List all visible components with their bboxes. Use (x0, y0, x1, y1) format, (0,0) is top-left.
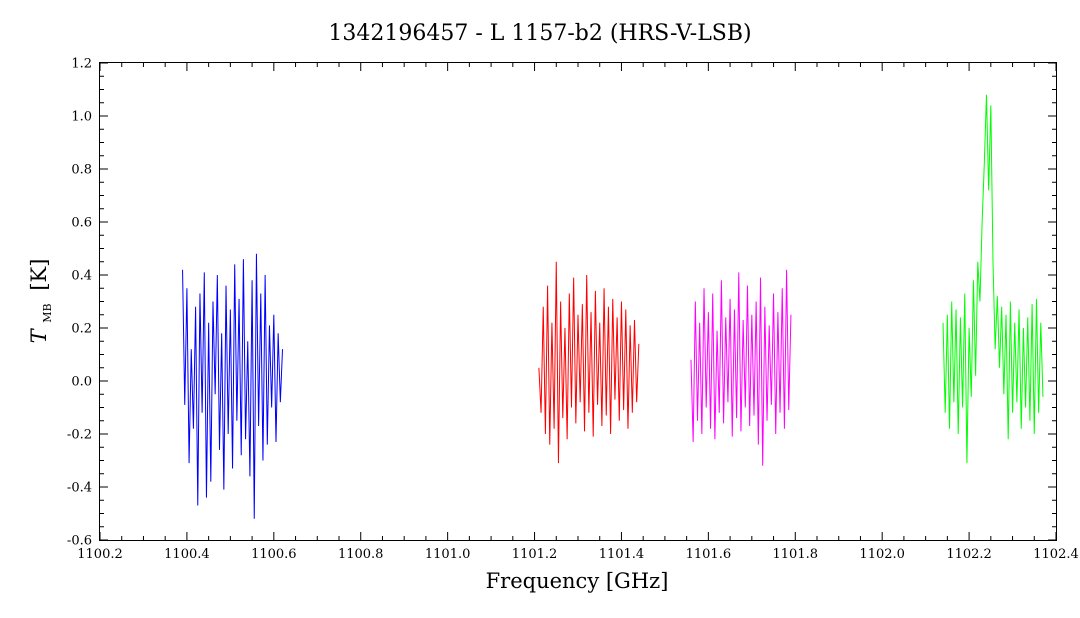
x-tick-label: 1100.4 (164, 547, 210, 562)
y-tick-label: 0.4 (71, 269, 92, 284)
y-tick-labels-group: -0.6 -0.4 -0.2 0.0 0.2 0.4 0.6 0.8 1.0 1.2 (67, 57, 92, 549)
y-axis-title: T MB [K] (27, 259, 56, 344)
y-tick-label: -0.6 (67, 534, 92, 549)
x-tick-label: 1102.2 (946, 547, 992, 562)
y-tick-label: -0.4 (67, 481, 92, 496)
series-4-line (942, 94, 1044, 464)
y-axis-title-main: T (27, 327, 51, 343)
chart-title: 1342196457 - L 1157-b2 (HRS-V-LSB) (328, 21, 751, 46)
series-1-line (182, 253, 284, 519)
x-tick-label: 1100.8 (338, 547, 384, 562)
y-axis-title-unit: [K] (27, 259, 51, 291)
axis-ticks-group (99, 62, 1057, 541)
y-tick-label: -0.2 (67, 428, 92, 443)
y-tick-label: 0.2 (71, 322, 92, 337)
x-tick-label: 1101.6 (686, 547, 732, 562)
x-tick-label: 1102.4 (1033, 547, 1079, 562)
plot-series-group (182, 94, 1044, 519)
x-tick-label: 1102.0 (859, 547, 905, 562)
y-tick-label: 0.0 (71, 375, 92, 390)
series-2-line (538, 261, 640, 464)
y-tick-label: 1.0 (71, 110, 92, 125)
x-tick-label: 1100.2 (77, 547, 123, 562)
x-tick-label: 1101.8 (773, 547, 819, 562)
x-tick-label: 1101.2 (512, 547, 558, 562)
y-tick-label: 0.8 (71, 163, 92, 178)
series-3-line (690, 269, 792, 466)
x-tick-label: 1101.0 (425, 547, 471, 562)
x-tick-labels-group: 1100.2 1100.4 1100.6 1100.8 1101.0 1101.2 1101… (77, 547, 1079, 562)
y-axis-title-subscript: MB (41, 303, 54, 322)
x-tick-label: 1100.6 (251, 547, 297, 562)
plot-frame (99, 62, 1057, 541)
x-axis-title: Frequency [GHz] (486, 569, 669, 593)
x-tick-label: 1101.4 (599, 547, 645, 562)
y-tick-label: 0.6 (71, 216, 92, 231)
y-tick-label: 1.2 (71, 57, 92, 72)
